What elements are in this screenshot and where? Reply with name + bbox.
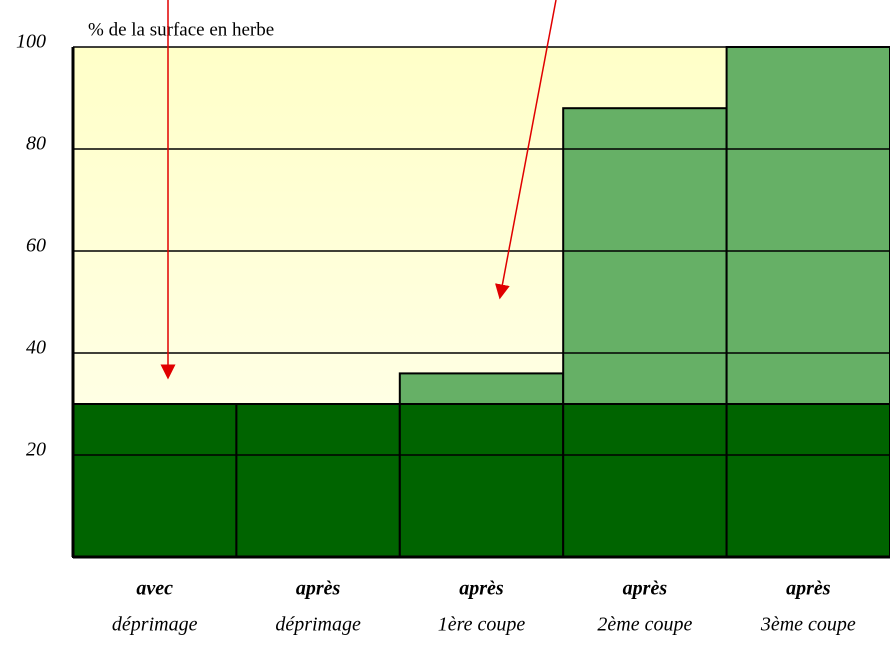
bar-segment — [562, 107, 728, 405]
x-tick-label: déprimage — [275, 614, 361, 636]
x-tick-label: 2ème coupe — [597, 614, 692, 636]
x-tick-label: après — [296, 578, 341, 600]
arrow — [495, 0, 557, 300]
x-tick-label: déprimage — [112, 614, 198, 636]
bar-segment — [398, 372, 565, 405]
bar-segment — [562, 403, 728, 558]
x-tick-label: 3ème coupe — [760, 614, 856, 636]
chart-title: % de la surface en herbe — [88, 19, 274, 40]
y-tick-label: 20 — [26, 439, 46, 461]
bar-segment — [398, 403, 565, 558]
x-tick-label: après — [459, 578, 504, 600]
x-tick-label: avec — [136, 578, 173, 600]
y-tick-label: 40 — [26, 337, 46, 359]
bar-segment — [235, 403, 401, 558]
x-tick-label: après — [623, 578, 668, 600]
bar-segment — [72, 403, 238, 558]
bar-segment — [725, 46, 890, 405]
x-tick-label: 1ère coupe — [438, 614, 526, 636]
y-tick-label: 80 — [26, 133, 46, 155]
y-tick-label: 100 — [16, 31, 46, 53]
y-tick-label: 60 — [26, 235, 46, 257]
bar-segment — [725, 403, 890, 558]
x-tick-label: après — [786, 578, 831, 600]
